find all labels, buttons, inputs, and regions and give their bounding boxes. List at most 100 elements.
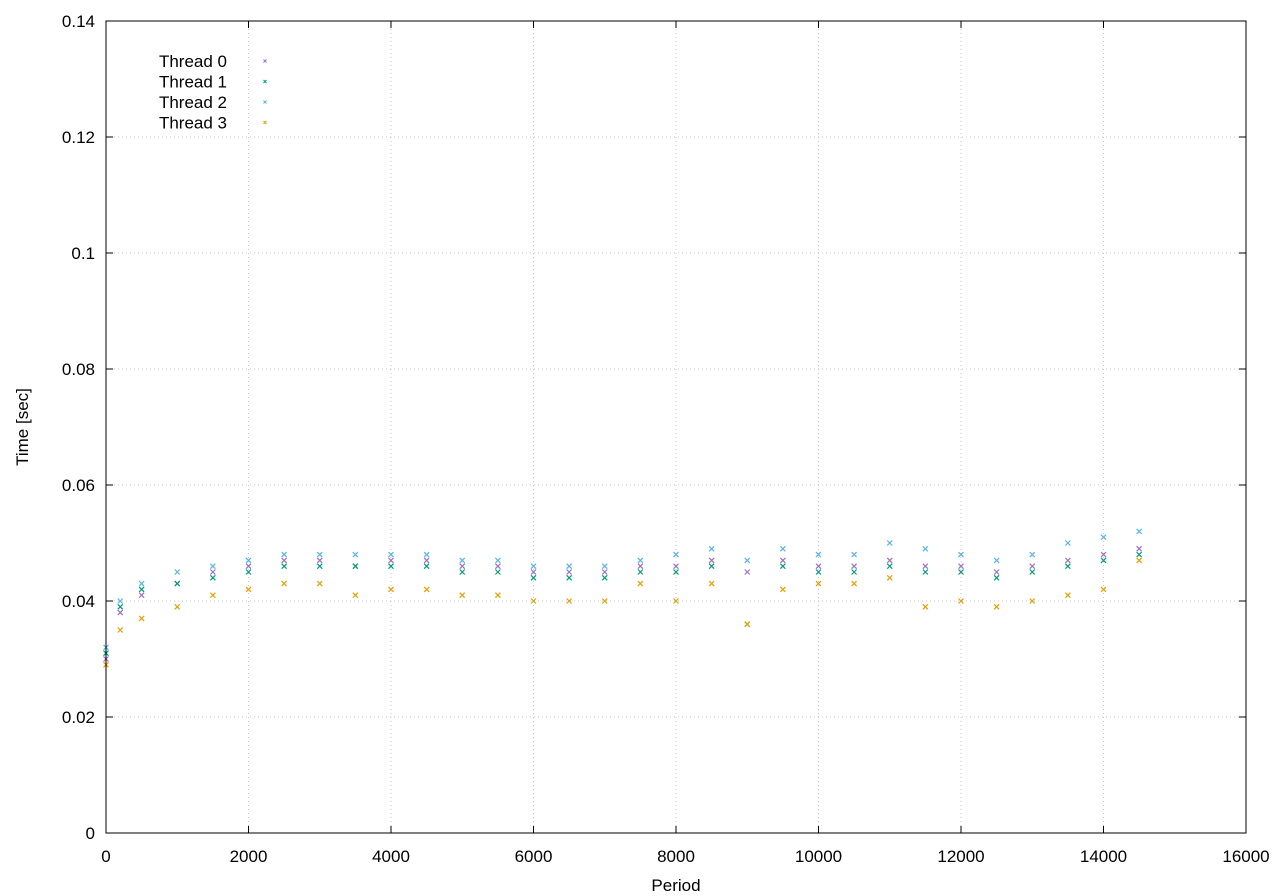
data-point [494, 563, 501, 570]
data-point [922, 563, 929, 570]
legend-item: Thread 1 [159, 73, 267, 92]
legend-marker [263, 100, 267, 104]
data-point [245, 569, 252, 575]
data-point [922, 545, 929, 552]
data-point [245, 557, 252, 564]
data-point [530, 563, 537, 570]
y-tick-label: 0.02 [62, 708, 95, 727]
data-point [494, 557, 501, 564]
y-tick-label: 0.12 [62, 128, 95, 147]
data-point [1064, 563, 1071, 570]
data-point [352, 563, 359, 570]
data-point [601, 574, 608, 581]
legend-label: Thread 2 [159, 93, 227, 112]
y-tick-label: 0.06 [62, 476, 95, 495]
data-point [352, 592, 359, 599]
data-point [530, 569, 537, 575]
data-point [174, 569, 181, 575]
y-tick-label: 0.04 [62, 592, 95, 611]
data-point [673, 563, 679, 570]
data-point [423, 557, 430, 564]
data-point [174, 580, 181, 587]
x-tick-label: 12000 [937, 847, 984, 866]
data-point [993, 574, 1000, 581]
data-point [316, 563, 323, 570]
y-axis-label: Time [sec] [13, 388, 32, 466]
data-point [459, 592, 466, 599]
x-tick-labels: 0 2000 4000 6000 8000 10000 12000 14000 16000 [101, 847, 1269, 866]
data-point [209, 563, 216, 570]
data-point [886, 540, 893, 546]
x-tick-label: 2000 [230, 847, 268, 866]
x-tick-label: 16000 [1222, 847, 1269, 866]
data-point [245, 563, 252, 570]
data-point [388, 563, 394, 570]
data-point [993, 569, 1000, 575]
series-thread-0 [103, 545, 1143, 662]
data-point [993, 603, 1000, 610]
data-point [1100, 534, 1107, 541]
legend-item: Thread 3 [159, 114, 267, 133]
data-point [1136, 528, 1143, 535]
data-point [566, 569, 573, 575]
data-point [138, 592, 145, 599]
data-point [851, 551, 858, 558]
x-tick-label: 6000 [515, 847, 553, 866]
data-point [316, 580, 323, 587]
data-point [708, 557, 715, 564]
data-point [601, 598, 608, 604]
data-point [601, 563, 608, 570]
data-point [388, 551, 394, 558]
data-point [566, 574, 573, 581]
data-point [886, 574, 893, 581]
data-point [281, 551, 288, 558]
data-point [1136, 551, 1143, 558]
data-point [459, 569, 466, 575]
scatter-points [103, 528, 1143, 668]
data-point [958, 598, 964, 604]
data-point [815, 580, 822, 587]
data-point [637, 563, 644, 570]
data-point [815, 563, 822, 570]
data-point [958, 551, 964, 558]
data-point [209, 574, 216, 581]
y-tick-label: 0 [86, 824, 95, 843]
data-point [922, 569, 929, 575]
x-tick-label: 4000 [372, 847, 410, 866]
y-tick-label: 0.1 [71, 244, 95, 263]
data-point [744, 569, 751, 575]
data-point [851, 569, 858, 575]
data-point [708, 563, 715, 570]
data-point [744, 557, 751, 564]
data-point [117, 609, 124, 616]
data-point [1064, 557, 1071, 564]
data-point [117, 603, 124, 610]
data-point [673, 598, 679, 604]
data-point [459, 563, 466, 570]
x-tick-label: 8000 [657, 847, 695, 866]
data-point [423, 586, 430, 593]
data-point [1064, 592, 1071, 599]
data-point [922, 603, 929, 610]
legend-marker [263, 79, 267, 84]
data-point [1029, 551, 1036, 558]
data-point [494, 569, 501, 575]
data-point [815, 569, 822, 575]
y-tick-labels: 0 0.02 0.04 0.06 0.08 0.1 0.12 0.14 [62, 12, 95, 843]
data-point [744, 621, 751, 628]
data-point [316, 557, 323, 564]
data-point [1100, 551, 1107, 558]
data-point [958, 569, 964, 575]
legend-marker [263, 59, 267, 63]
data-point [1029, 569, 1036, 575]
data-point [281, 563, 288, 570]
data-point [281, 580, 288, 587]
data-point [494, 592, 501, 599]
data-point [601, 569, 608, 575]
data-point [117, 598, 124, 604]
data-point [851, 580, 858, 587]
series-thread-2 [103, 528, 1143, 651]
data-point [779, 563, 786, 570]
legend-item: Thread 2 [159, 93, 267, 112]
